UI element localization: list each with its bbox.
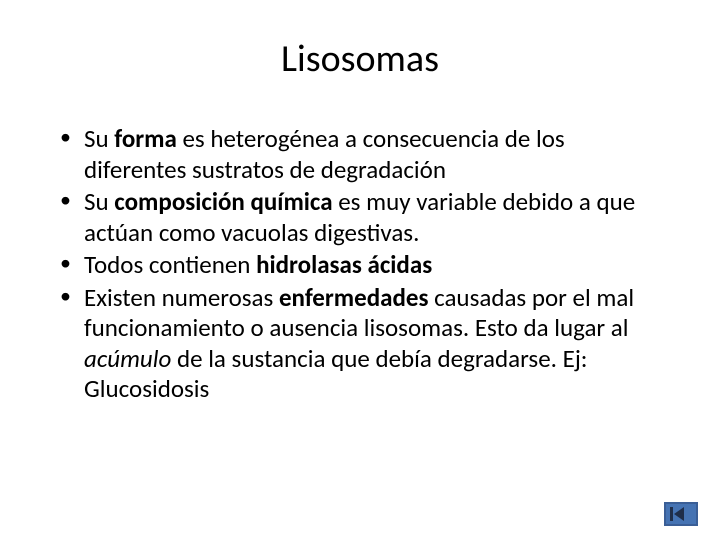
bullet-text-pre: Todos contienen bbox=[84, 249, 256, 280]
bullet-item: Su composición química es muy variable d… bbox=[78, 187, 668, 248]
bullet-item: Existen numerosas enfermedades causadas … bbox=[78, 283, 668, 405]
slide-container: Lisosomas Su forma es heterogénea a cons… bbox=[0, 0, 720, 540]
bullet-text-italic: acúmulo bbox=[84, 343, 171, 374]
bullet-text-bold: forma bbox=[114, 123, 177, 154]
slide-title: Lisosomas bbox=[52, 36, 668, 82]
bullet-text-bold: composición química bbox=[114, 186, 332, 217]
bullet-item: Todos contienen hidrolasas ácidas bbox=[78, 250, 668, 281]
bullet-text-pre: Su bbox=[84, 186, 114, 217]
bullet-item: Su forma es heterogénea a consecuencia d… bbox=[78, 124, 668, 185]
bullet-text-bold: hidrolasas ácidas bbox=[256, 249, 432, 280]
bullet-list: Su forma es heterogénea a consecuencia d… bbox=[52, 124, 668, 405]
nav-back-button[interactable] bbox=[664, 502, 698, 526]
bullet-text-pre: Su bbox=[84, 123, 114, 154]
bullet-text-bold: enfermedades bbox=[279, 282, 428, 313]
rewind-icon bbox=[670, 507, 692, 521]
bullet-text-pre: Existen numerosas bbox=[84, 282, 279, 313]
